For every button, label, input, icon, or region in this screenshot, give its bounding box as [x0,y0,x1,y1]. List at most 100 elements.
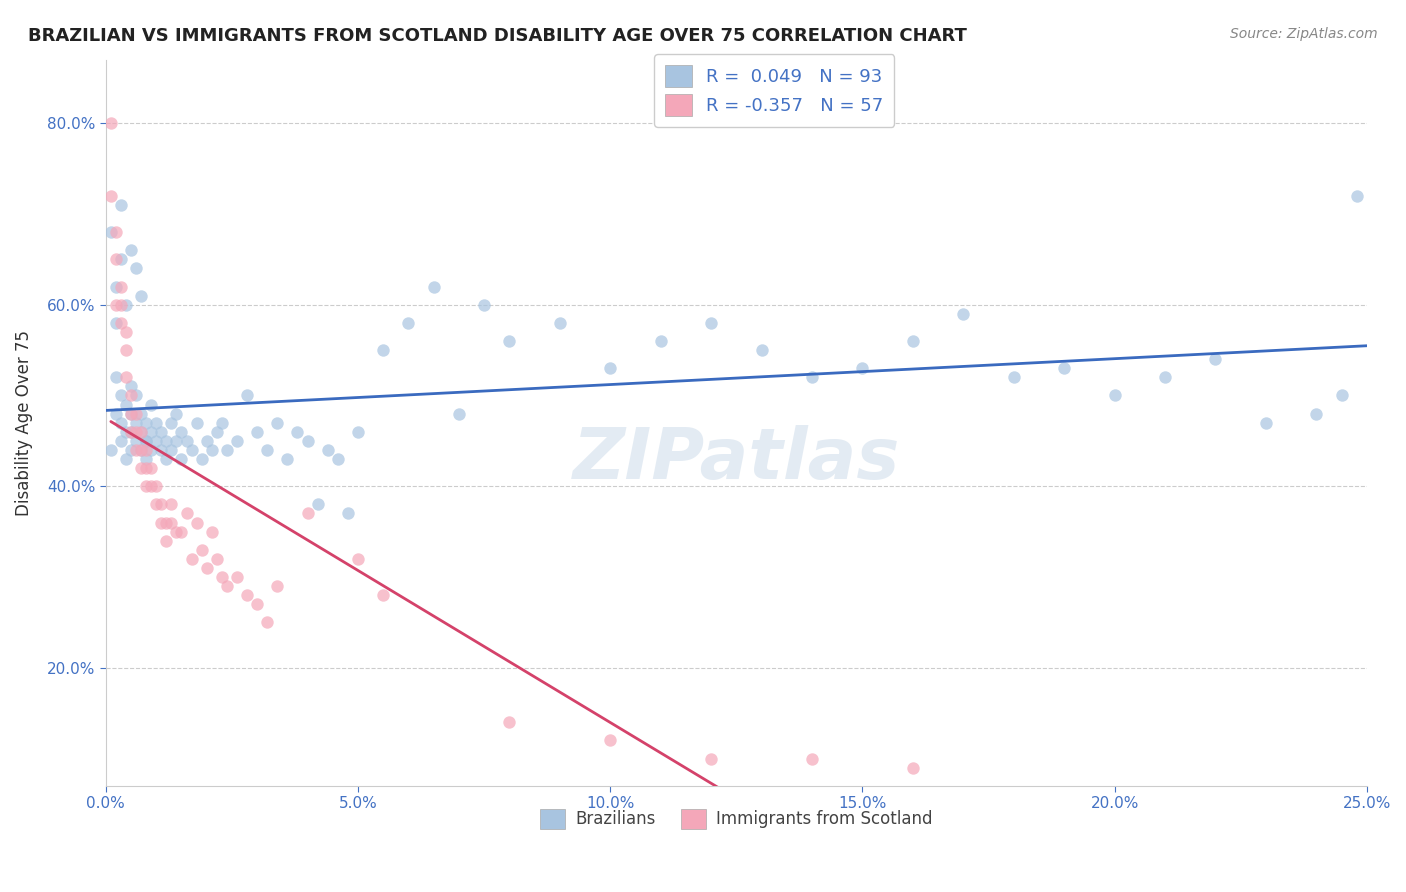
Point [110,416,132,430]
Point [190,452,212,467]
Point [115,325,138,339]
Point [129,425,152,439]
Point [150,425,173,439]
Point [170,425,193,439]
Point [145,416,167,430]
Point [120,244,142,258]
Point [952,307,974,321]
Point [160,516,183,530]
Point [125,425,148,439]
Point [256,615,278,630]
Point [155,452,177,467]
Point [115,370,138,384]
Point [326,452,349,467]
Point [150,516,173,530]
Point [110,252,132,267]
Point [165,524,187,539]
Point [110,298,132,312]
Point [100,116,122,130]
Point [211,570,233,584]
Point [141,479,163,493]
Point [110,388,132,402]
Point [125,407,148,421]
Point [104,279,127,293]
Point [129,442,152,457]
Point [135,434,157,448]
Point [266,416,288,430]
Point [110,434,132,448]
Point [297,507,319,521]
Point [201,524,224,539]
Point [104,225,127,239]
Point [851,361,873,376]
Point [115,452,138,467]
Point [170,452,193,467]
Point [155,434,177,448]
Point [120,407,142,421]
Point [120,425,142,439]
Point [120,379,142,393]
Point [205,552,228,566]
Point [205,425,228,439]
Point [135,434,157,448]
Point [1104,388,1126,402]
Point [155,516,177,530]
Point [297,434,319,448]
Point [135,479,157,493]
Point [104,316,127,330]
Point [215,579,238,593]
Point [115,398,138,412]
Point [100,442,122,457]
Point [373,343,395,357]
Point [236,388,259,402]
Point [201,442,224,457]
Y-axis label: Disability Age Over 75: Disability Age Over 75 [15,330,32,516]
Point [160,416,183,430]
Point [165,434,187,448]
Text: Source: ZipAtlas.com: Source: ZipAtlas.com [1230,27,1378,41]
Point [129,425,152,439]
Point [256,442,278,457]
Text: BRAZILIAN VS IMMIGRANTS FROM SCOTLAND DISABILITY AGE OVER 75 CORRELATION CHART: BRAZILIAN VS IMMIGRANTS FROM SCOTLAND DI… [28,27,967,45]
Point [195,434,218,448]
Legend: Brazilians, Immigrants from Scotland: Brazilians, Immigrants from Scotland [534,802,939,836]
Point [165,407,187,421]
Point [141,425,163,439]
Point [110,279,132,293]
Point [347,425,370,439]
Point [141,461,163,475]
Point [1346,188,1368,202]
Point [472,298,495,312]
Point [160,497,183,511]
Point [347,552,370,566]
Point [104,252,127,267]
Point [104,370,127,384]
Point [901,334,924,348]
Point [287,425,309,439]
Point [125,388,148,402]
Point [141,442,163,457]
Point [316,442,339,457]
Point [1154,370,1177,384]
Point [1330,388,1353,402]
Point [120,425,142,439]
Point [498,715,520,730]
Point [700,751,723,765]
Point [186,516,208,530]
Point [307,497,329,511]
Point [125,442,148,457]
Point [801,751,824,765]
Point [125,416,148,430]
Point [110,198,132,212]
Point [110,316,132,330]
Point [195,561,218,575]
Point [120,388,142,402]
Point [186,416,208,430]
Point [145,434,167,448]
Point [422,279,444,293]
Point [100,188,122,202]
Point [115,298,138,312]
Point [751,343,773,357]
Point [373,588,395,602]
Point [1305,407,1327,421]
